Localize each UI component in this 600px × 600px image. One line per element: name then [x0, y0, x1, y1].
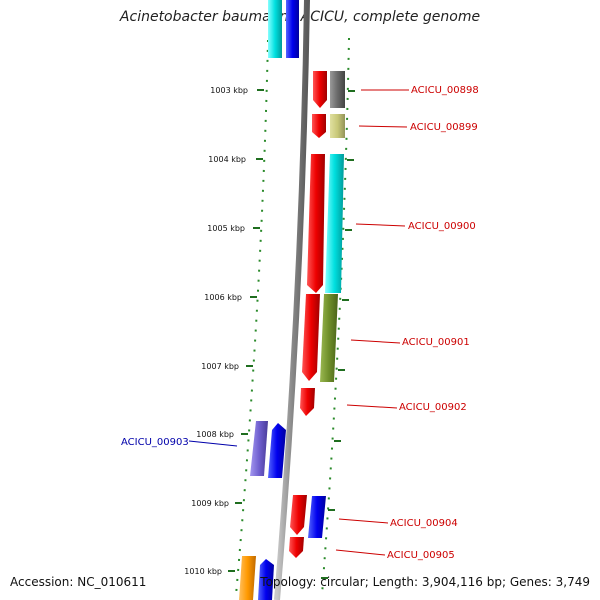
gene-00901-olive [320, 294, 338, 382]
gene-00898-red [313, 71, 327, 108]
accession-label: Accession: [10, 575, 74, 589]
gene-00904-blue [308, 496, 326, 538]
gene-00900-red [307, 154, 325, 293]
gene-bottom-blue [258, 559, 274, 600]
genes-value: 3,749 [555, 575, 590, 589]
gene-00898-gray [330, 71, 345, 108]
length-label: Length: [372, 575, 419, 589]
gene-00899-khaki [330, 114, 345, 138]
accession-value: NC_010611 [77, 575, 147, 589]
tick-label: 1008 kbp [196, 430, 234, 439]
gene-label-00905: ACICU_00905 [387, 550, 455, 561]
gene-labels: ACICU_00898 ACICU_00899 ACICU_00900 ACIC… [121, 85, 479, 561]
gene-00903-blue [268, 423, 286, 478]
tick-label: 1009 kbp [191, 499, 229, 508]
accession-info: Accession: NC_010611 [10, 575, 146, 589]
gene-00903-purple [250, 421, 268, 476]
length-value: 3,904,116 bp; [421, 575, 507, 589]
kbp-ticks [228, 89, 355, 579]
gene-00905-red [289, 537, 304, 558]
tick-label: 1010 kbp [184, 567, 222, 576]
gene-top-cyan [268, 0, 282, 58]
map-title: Acinetobacter baumannii ACICU, complete … [119, 9, 481, 25]
gene-00904-red [290, 495, 307, 535]
topology-label: Topology: [260, 575, 317, 589]
gene-00902-red [300, 388, 315, 416]
gene-00901-red [302, 294, 320, 381]
tick-label: 1004 kbp [208, 155, 246, 164]
gene-label-00903: ACICU_00903 [121, 437, 189, 448]
gene-label-00904: ACICU_00904 [390, 518, 458, 529]
tick-label: 1006 kbp [204, 293, 242, 302]
genome-summary: Topology: circular; Length: 3,904,116 bp… [260, 575, 590, 589]
gene-00899-red [312, 114, 326, 138]
gene-00900-cyan [325, 154, 344, 293]
inner-dotted-guide [235, 39, 269, 596]
gene-label-00899: ACICU_00899 [410, 122, 478, 133]
gene-label-00902: ACICU_00902 [399, 402, 467, 413]
gene-label-00898: ACICU_00898 [411, 85, 479, 96]
leader-lines [188, 89, 409, 556]
tick-label: 1007 kbp [201, 362, 239, 371]
topology-value: circular; [320, 575, 369, 589]
gene-label-00900: ACICU_00900 [408, 221, 476, 232]
gene-bottom-orange [239, 556, 256, 600]
tick-label: 1005 kbp [207, 224, 245, 233]
outer-dotted-guide [321, 37, 350, 596]
kbp-labels: 1003 kbp 1004 kbp 1005 kbp 1006 kbp 1007… [184, 86, 248, 576]
genes [239, 0, 345, 600]
gene-label-00901: ACICU_00901 [402, 337, 470, 348]
genome-backbone [274, 0, 310, 600]
gene-top-blue [286, 0, 299, 58]
genes-label: Genes: [509, 575, 552, 589]
tick-label: 1003 kbp [210, 86, 248, 95]
